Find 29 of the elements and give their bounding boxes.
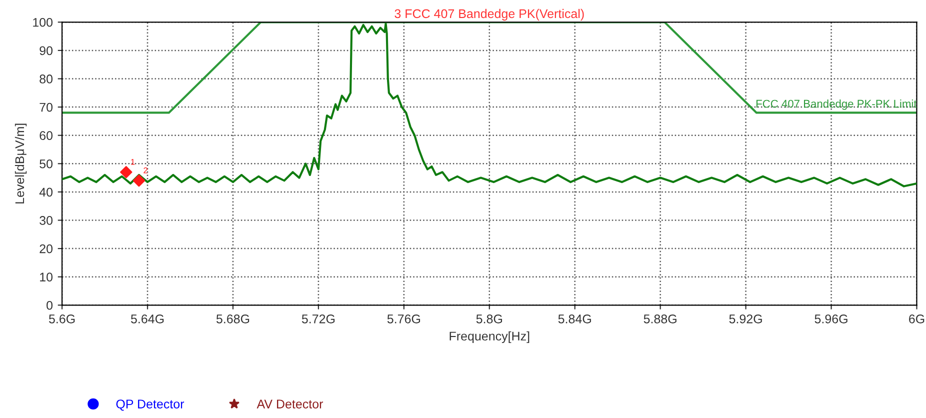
x-tick-label: 5.84G [558, 314, 591, 324]
legend-label: AV Detector [256, 400, 324, 408]
x-tick-label: 5.8G [476, 314, 502, 324]
chart-title: 3 FCC 407 Bandedge PK(Vertical) [394, 8, 584, 21]
annotation: 2 [144, 167, 148, 174]
x-tick-label: 5.6G [48, 314, 75, 324]
y-tick-label: 70 [40, 102, 53, 112]
y-tick-label: 0 [46, 300, 53, 310]
y-tick-label: 80 [40, 74, 53, 84]
x-axis-title: Frequency[Hz] [450, 331, 530, 344]
y-tick-label: 90 [40, 46, 53, 56]
y-tick-label: 50 [40, 159, 53, 168]
annotation: 1 [131, 159, 135, 165]
y-axis-title: Level[dBμV/m] [14, 124, 27, 204]
x-tick-label: 5.92G [729, 314, 762, 324]
y-tick-label: 20 [40, 244, 53, 254]
x-tick-label: 5.72G [302, 314, 335, 324]
x-tick-label: 6G [909, 314, 924, 324]
x-tick-label: 5.96G [814, 314, 848, 324]
y-tick-label: 60 [40, 131, 53, 140]
x-tick-label: 5.88G [644, 314, 676, 324]
legend-label: QP Detector [116, 400, 184, 411]
y-tick-label: 40 [39, 188, 53, 197]
y-tick-label: 30 [40, 216, 53, 225]
x-tick-label: 5.76G [387, 314, 420, 324]
y-tick-label: 100 [33, 18, 53, 27]
x-tick-label: 5.68G [216, 314, 250, 324]
y-tick-label: 10 [40, 272, 53, 282]
x-tick-label: 5.64G [130, 314, 164, 324]
